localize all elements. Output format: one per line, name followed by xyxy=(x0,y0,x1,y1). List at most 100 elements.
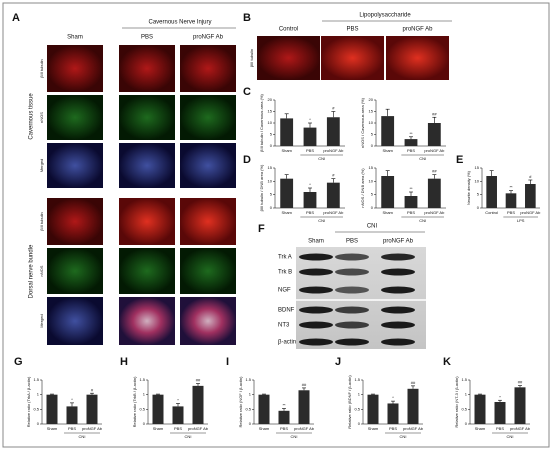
y-tick-label: 20 xyxy=(268,97,273,102)
significance: # xyxy=(332,106,335,111)
bar xyxy=(278,410,290,424)
column-label: proNGF Ab xyxy=(193,35,224,41)
bar xyxy=(381,176,395,208)
y-tick-label: 1.5 xyxy=(461,377,467,382)
bar xyxy=(474,394,486,424)
blot-band xyxy=(335,253,369,261)
blot-band xyxy=(335,321,369,329)
y-axis-label: nNOS / Cavernous area (%) xyxy=(360,97,365,148)
micrograph xyxy=(119,248,175,294)
group-header: Cavernous Nerve Injury xyxy=(148,20,211,26)
column-label: Sham xyxy=(67,35,83,41)
y-tick-label: 15 xyxy=(369,109,374,114)
bar xyxy=(303,192,317,208)
y-tick-label: 0 xyxy=(477,205,480,210)
y-tick-label: 0.5 xyxy=(33,406,39,411)
bar xyxy=(514,387,526,424)
bar xyxy=(404,139,418,146)
y-tick-label: 10 xyxy=(475,178,480,183)
blot-band xyxy=(335,306,369,314)
micrograph xyxy=(180,143,236,188)
micrograph xyxy=(47,198,103,245)
y-tick-label: 10 xyxy=(369,178,374,183)
bar xyxy=(525,184,536,208)
bar xyxy=(298,390,310,424)
y-tick-label: 0.5 xyxy=(139,406,145,411)
bar xyxy=(505,193,517,208)
y-tick-label: 0.5 xyxy=(354,406,360,411)
bar xyxy=(280,178,294,208)
micrograph xyxy=(47,248,103,294)
micrograph xyxy=(119,198,175,245)
micrograph xyxy=(180,297,236,345)
x-tick-label: PBS xyxy=(174,426,182,431)
y-tick-label: 0 xyxy=(143,421,146,426)
significance: ** xyxy=(409,186,413,191)
x-tick-label: PBS xyxy=(507,210,515,215)
micrograph xyxy=(180,248,236,294)
y-axis-label: Relative ratio (NT-3 / β-actin) xyxy=(454,376,459,428)
y-tick-label: 0.5 xyxy=(245,406,251,411)
bar xyxy=(381,116,395,146)
y-tick-label: 15 xyxy=(475,165,480,170)
row-label: βIII tubulin xyxy=(39,212,44,231)
x-tick-label: PBS xyxy=(68,426,76,431)
y-tick-label: 20 xyxy=(369,97,374,102)
x-tick-label: proNGF Ab xyxy=(510,426,531,431)
bar xyxy=(407,388,419,424)
bar xyxy=(367,394,379,424)
x-tick-label: proNGF Ab xyxy=(82,426,103,431)
bar xyxy=(303,127,317,146)
bar xyxy=(427,178,441,208)
significance: ** xyxy=(282,403,286,408)
panel-letter: D xyxy=(243,154,251,166)
y-axis-label: Relative ratio (TrkB / β-actin) xyxy=(132,376,137,427)
column-label: Control xyxy=(279,27,298,33)
bar xyxy=(152,394,164,424)
significance: * xyxy=(499,394,501,399)
x-tick-label: proNGF Ab xyxy=(188,426,209,431)
y-tick-label: 1.5 xyxy=(33,377,39,382)
micrograph xyxy=(47,297,103,345)
group-label: CNI xyxy=(507,434,514,439)
y-tick-label: 0.5 xyxy=(461,406,467,411)
x-tick-label: Sham xyxy=(153,426,164,431)
group-header: CNI xyxy=(367,224,378,230)
column-label: proNGF Ab xyxy=(402,27,433,33)
x-tick-label: Sham xyxy=(259,426,270,431)
y-axis-label: Relative ratio (BDNF / β-actin) xyxy=(347,375,352,429)
significance: ** xyxy=(409,131,413,136)
blot-band xyxy=(299,321,333,329)
y-axis-label: βIII tubulin / DNB area (%) xyxy=(259,164,264,211)
row-label: Merged xyxy=(39,314,44,328)
micrograph xyxy=(321,36,384,80)
y-tick-label: 1 xyxy=(143,392,146,397)
x-tick-label: Sham xyxy=(382,148,393,153)
panel-letter: J xyxy=(335,356,341,368)
micrograph xyxy=(47,143,103,188)
blot-band xyxy=(381,321,415,329)
y-tick-label: 0 xyxy=(37,421,40,426)
y-tick-label: 5 xyxy=(270,132,273,137)
column-label: Sham xyxy=(308,239,324,245)
bar xyxy=(172,406,184,424)
bar xyxy=(66,406,78,424)
x-tick-label: Sham xyxy=(382,210,393,215)
significance: ** xyxy=(509,185,513,190)
y-tick-label: 1 xyxy=(249,392,252,397)
significance: # xyxy=(91,387,94,392)
panel-letter: H xyxy=(120,356,128,368)
bar xyxy=(46,394,58,424)
x-tick-label: PBS xyxy=(280,426,288,431)
x-tick-label: Control xyxy=(485,210,498,215)
micrograph xyxy=(180,45,236,92)
x-tick-label: PBS xyxy=(407,148,415,153)
y-axis-label: nNOS / DNB area (%) xyxy=(360,168,365,208)
bar xyxy=(280,118,294,146)
micrograph xyxy=(119,143,175,188)
y-tick-label: 0 xyxy=(249,421,252,426)
blot-band xyxy=(381,268,415,276)
row-label: βIII tubulin xyxy=(249,49,254,68)
column-label: proNGF Ab xyxy=(383,239,414,245)
bar xyxy=(387,403,399,424)
